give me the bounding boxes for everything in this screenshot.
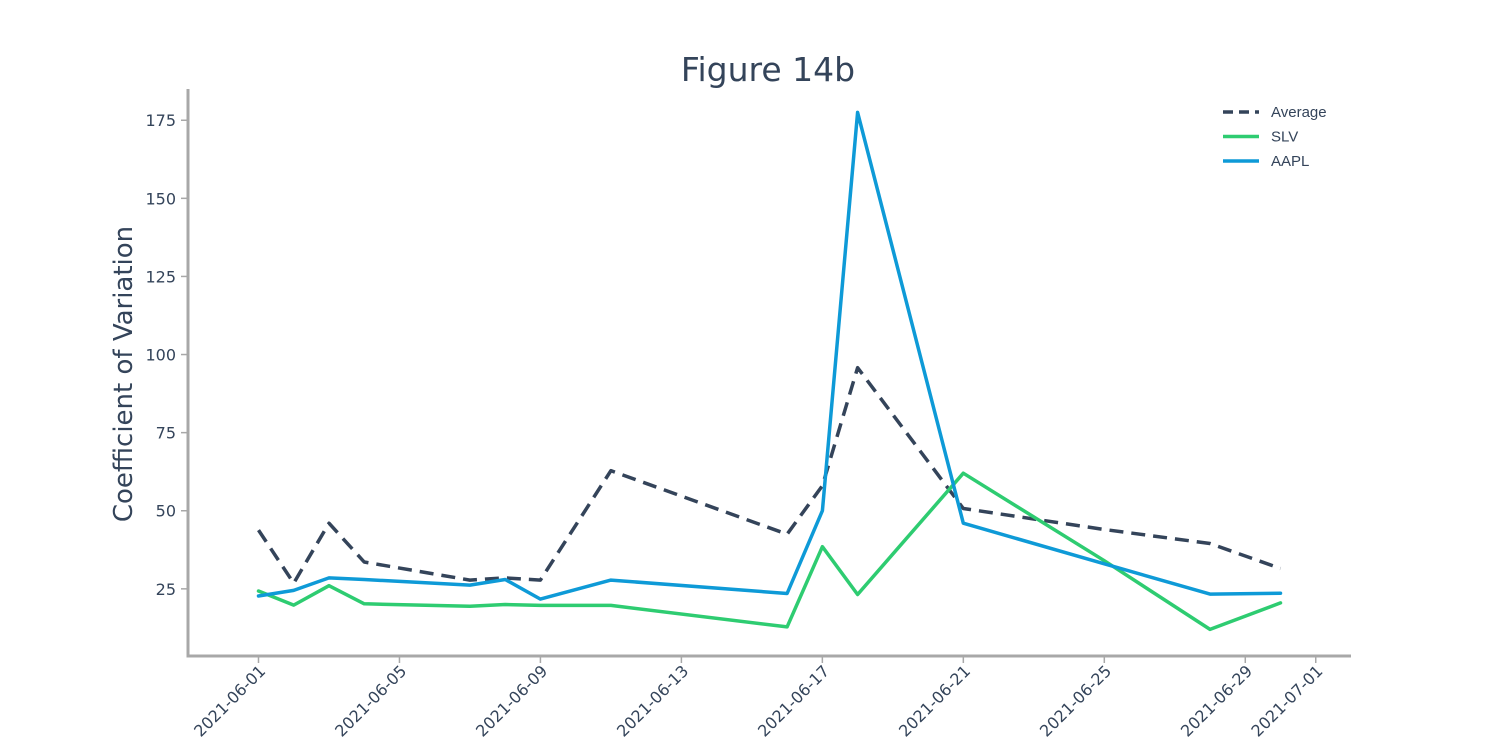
x-tick-label: 2021-06-21	[895, 661, 974, 740]
series-line-slv	[256, 471, 1283, 632]
legend-label-aapl: AAPL	[1271, 153, 1309, 170]
y-tick-label: 25	[156, 580, 176, 599]
x-tick-label: 2021-07-01	[1247, 661, 1326, 740]
x-tick-label: 2021-06-01	[190, 661, 269, 740]
x-tick-label: 2021-06-17	[754, 661, 833, 740]
x-ticks: 2021-06-01 2021-06-05 2021-06-09 2021-06-13…	[190, 656, 1327, 741]
chart-title: Figure 14b	[681, 50, 855, 89]
y-tick-label: 100	[145, 346, 176, 365]
x-tick-label: 2021-06-29	[1177, 661, 1256, 740]
legend-label-slv: SLV	[1271, 129, 1298, 146]
y-ticks: 25 50 75 100 125 150 175	[145, 111, 188, 599]
legend-label-average: Average	[1271, 104, 1327, 121]
series-line-average	[257, 365, 1282, 585]
y-tick-label: 50	[156, 502, 176, 521]
y-tick-label: 175	[145, 111, 176, 130]
x-tick-label: 2021-06-09	[472, 661, 551, 740]
series-line-aapl	[256, 110, 1283, 601]
y-tick-label: 125	[145, 267, 176, 286]
y-axis-label: Coefficient of Variation	[109, 226, 139, 522]
axes	[186, 89, 1351, 658]
x-tick-label: 2021-06-05	[331, 661, 410, 740]
x-tick-label: 2021-06-13	[613, 661, 692, 740]
x-tick-label: 2021-06-25	[1036, 661, 1115, 740]
plot-area	[256, 110, 1283, 632]
y-tick-label: 150	[145, 189, 176, 208]
legend: Average SLV AAPL	[1223, 104, 1327, 170]
y-tick-label: 75	[156, 424, 176, 443]
